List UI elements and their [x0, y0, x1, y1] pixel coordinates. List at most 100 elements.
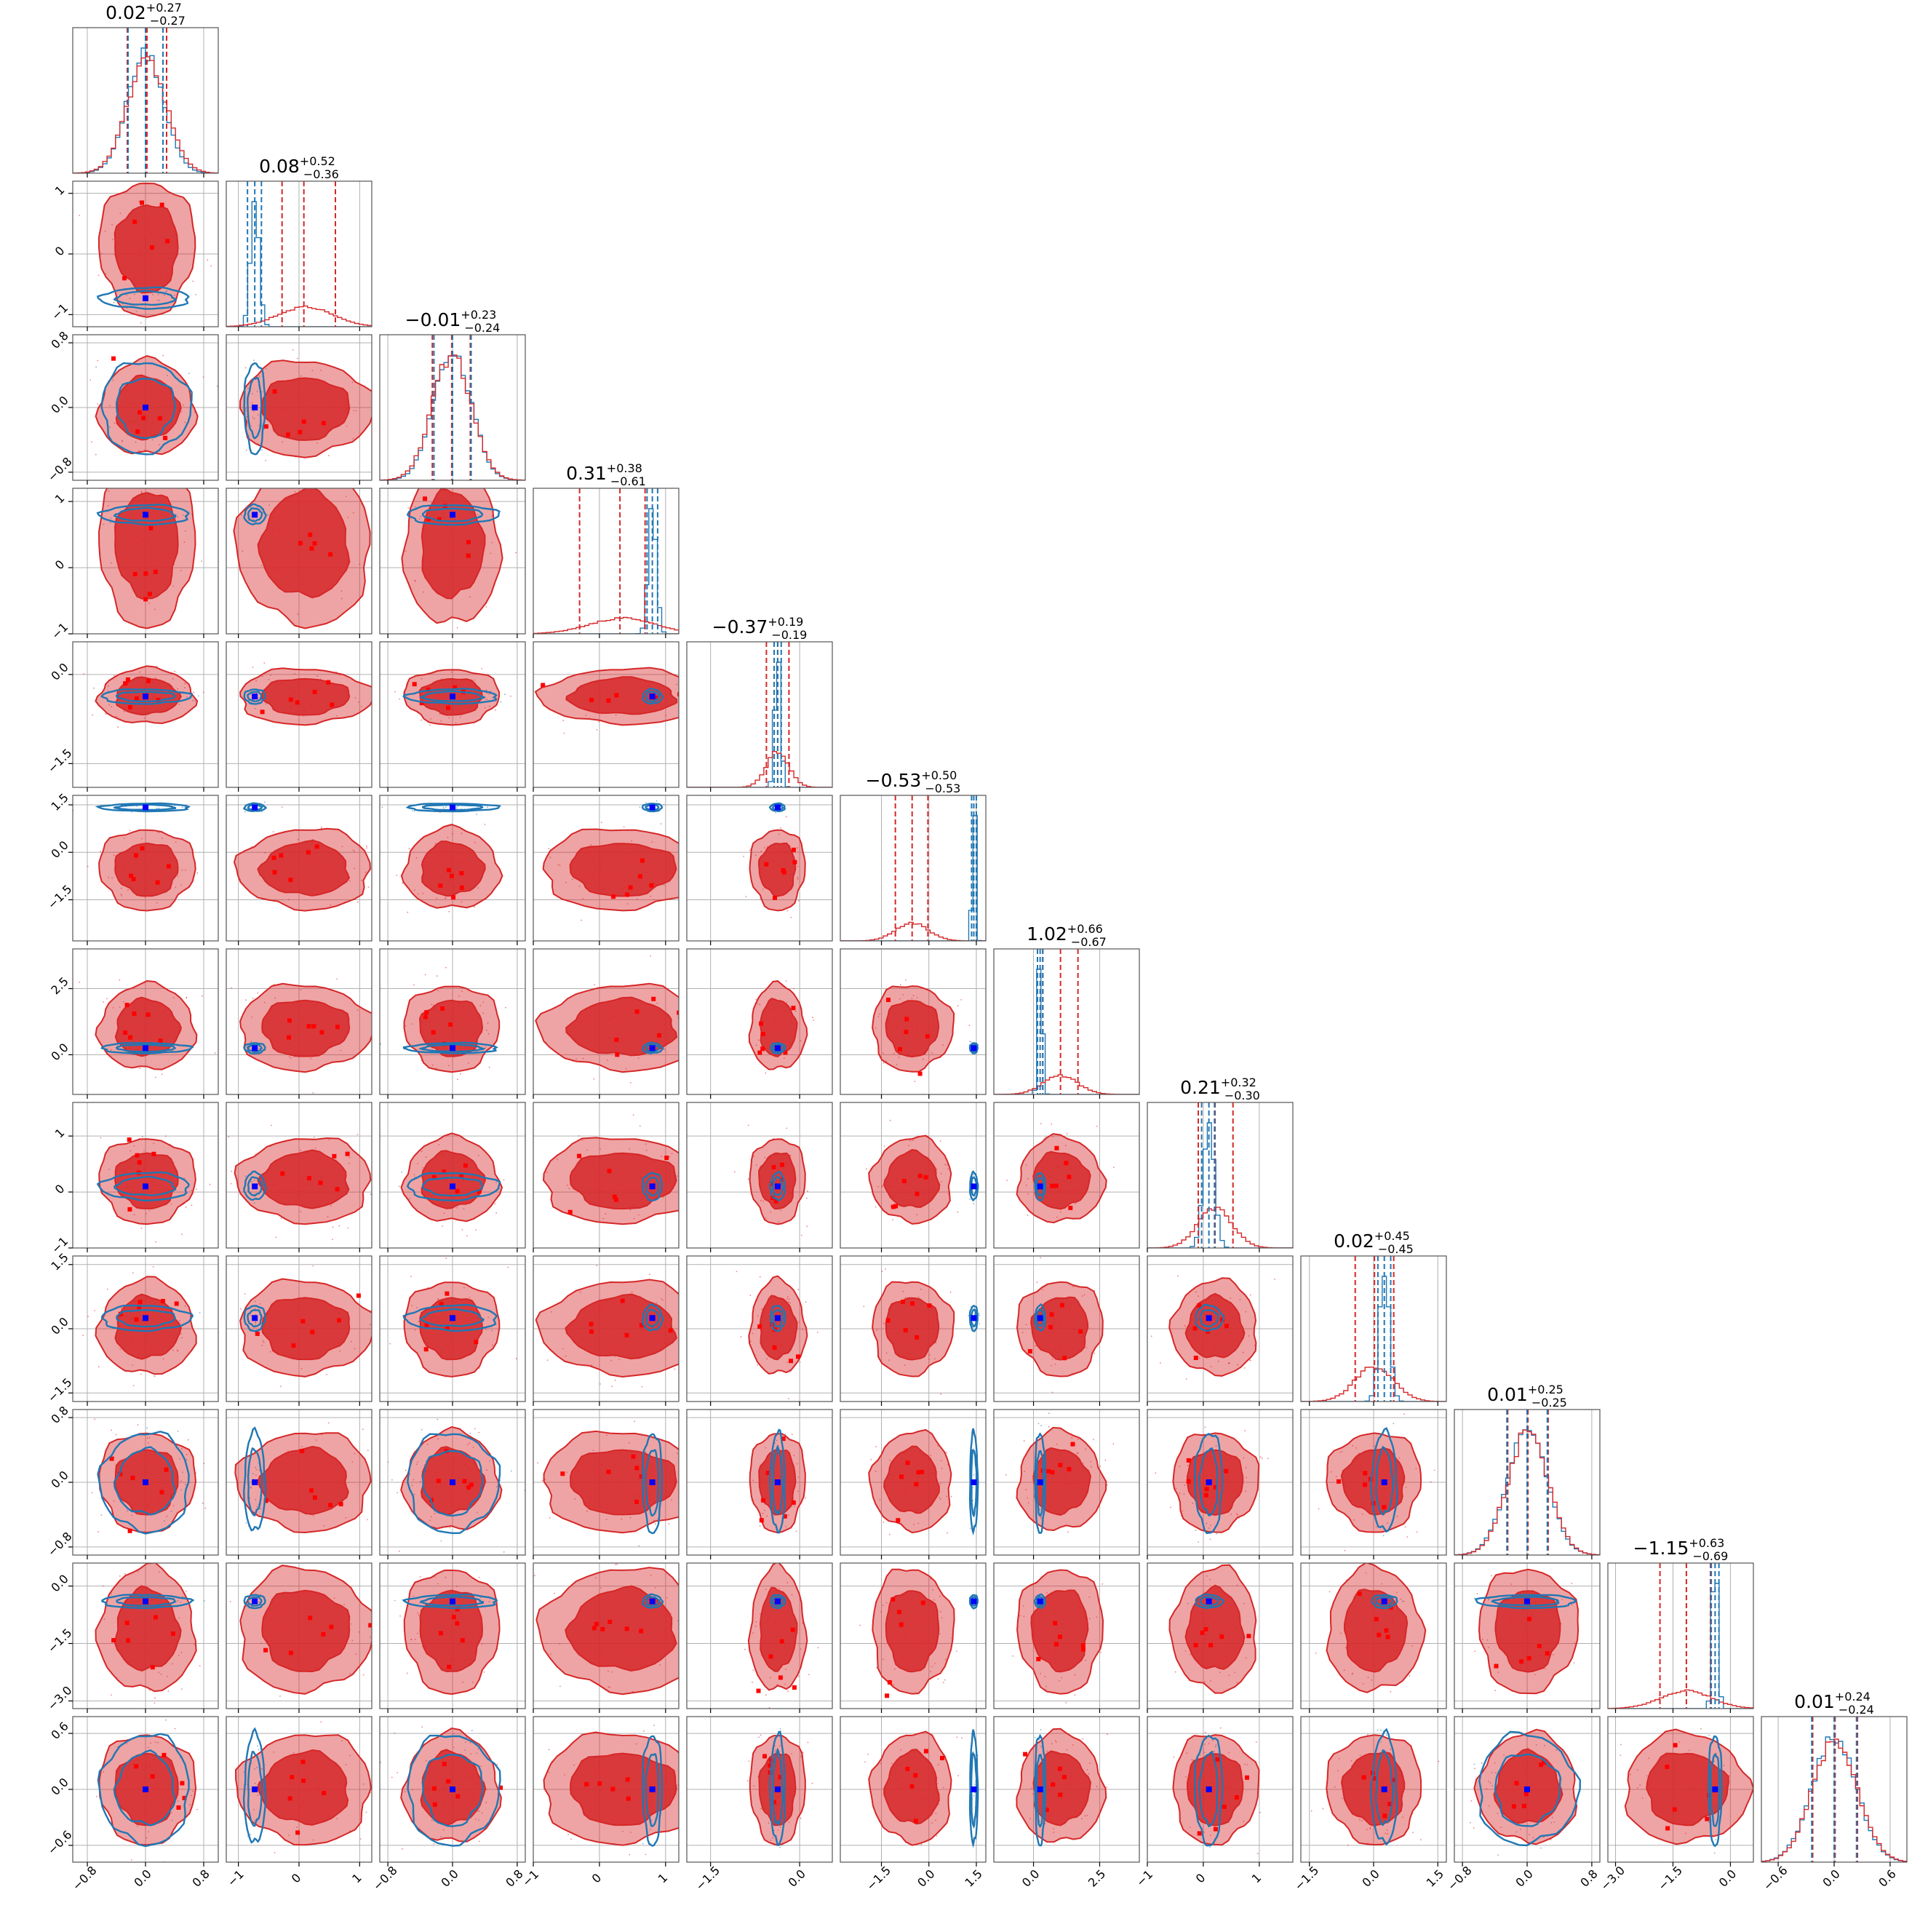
sample-point-a — [79, 215, 80, 216]
sample-point-a — [700, 1039, 701, 1041]
sample-point-a — [313, 477, 314, 478]
sample-point-a — [141, 1228, 143, 1229]
sample-point-b — [1383, 1535, 1385, 1536]
sample-point-a — [688, 1593, 690, 1594]
sample-point-a — [1024, 1440, 1025, 1442]
panel-title: 1.02+0.66−0.67 — [1027, 922, 1107, 949]
sample-point-a — [1051, 1124, 1052, 1125]
marker-a — [424, 1347, 429, 1351]
marker-a — [148, 592, 152, 596]
sample-point-a — [1267, 1458, 1269, 1459]
sample-point-b — [458, 806, 459, 808]
sample-point-a — [875, 1206, 877, 1208]
sample-point-a — [813, 1019, 815, 1021]
sample-point-a — [478, 1432, 479, 1434]
sample-point-a — [220, 1205, 222, 1206]
contour-panel — [1147, 1546, 1293, 1713]
sample-point-a — [680, 875, 682, 877]
sample-point-a — [1040, 1257, 1041, 1258]
sample-point-a — [938, 1678, 939, 1679]
sample-point-a — [745, 896, 746, 897]
marker-a — [1205, 1487, 1209, 1491]
panel-title: 0.01+0.25−0.25 — [1487, 1383, 1567, 1410]
sample-point-a — [131, 330, 132, 331]
sample-point-b — [443, 807, 445, 808]
sample-point-a — [765, 1694, 767, 1696]
sample-point-a — [744, 1649, 746, 1650]
sample-point-a — [407, 912, 408, 913]
marker-a — [289, 1650, 293, 1655]
marker-a — [447, 868, 451, 872]
marker-a — [448, 1022, 453, 1027]
sample-point-a — [460, 1073, 461, 1075]
sample-point-b — [1393, 1423, 1394, 1424]
marker-a — [896, 1518, 900, 1522]
contour-panel — [380, 949, 525, 1099]
sample-point-a — [1052, 1392, 1053, 1394]
marker-a — [300, 1319, 305, 1324]
sample-point-a — [375, 849, 376, 851]
marker-a — [924, 1175, 928, 1180]
sample-point-a — [883, 1522, 884, 1523]
marker-a — [330, 703, 334, 707]
sample-point-a — [503, 1557, 504, 1559]
marker-a — [757, 1324, 762, 1329]
sample-point-a — [413, 985, 415, 986]
contour-panel — [687, 949, 832, 1099]
marker-a — [122, 276, 127, 280]
marker-b — [252, 1599, 258, 1605]
contour-panel — [380, 1102, 525, 1252]
marker-a — [589, 1322, 594, 1327]
marker-a — [138, 1160, 142, 1164]
sample-point-a — [362, 1428, 364, 1430]
marker-a — [337, 1318, 341, 1322]
sample-point-a — [503, 1180, 505, 1181]
marker-a — [594, 1622, 599, 1626]
marker-a — [1050, 1184, 1054, 1188]
sample-point-a — [356, 1134, 358, 1135]
sample-point-a — [79, 982, 80, 983]
sample-point-a — [92, 1492, 93, 1494]
sample-point-a — [797, 1289, 799, 1290]
sample-point-a — [537, 1463, 538, 1464]
sample-point-b — [437, 1419, 438, 1420]
marker-a — [302, 419, 306, 424]
marker-a — [452, 1615, 456, 1619]
sample-point-a — [743, 856, 744, 857]
sample-point-a — [1102, 1583, 1103, 1585]
marker-a — [451, 895, 455, 899]
sample-point-a — [196, 1189, 197, 1190]
sample-point-a — [347, 1228, 348, 1229]
marker-b — [1037, 1479, 1043, 1485]
sample-point-a — [630, 1082, 632, 1084]
marker-b — [775, 1479, 781, 1485]
y-tick-label: 1 — [52, 491, 68, 506]
y-tick-label: 0.0 — [48, 1041, 71, 1063]
sample-point-a — [386, 531, 388, 533]
contour-panel — [220, 1102, 372, 1252]
sample-point-b — [204, 1600, 205, 1602]
sample-point-a — [103, 1586, 104, 1587]
marker-a — [625, 1333, 629, 1337]
sample-point-a — [429, 725, 431, 726]
sample-point-a — [748, 1178, 749, 1180]
sample-point-b — [640, 806, 641, 808]
marker-a — [310, 1330, 314, 1335]
panel-title: 0.08+0.52−0.36 — [259, 154, 339, 181]
marker-a — [789, 1359, 793, 1363]
marker-b — [143, 1479, 148, 1485]
sample-point-a — [210, 266, 212, 267]
sample-point-b — [775, 812, 776, 814]
sample-point-a — [191, 1205, 193, 1206]
sample-point-b — [195, 294, 196, 295]
sample-point-a — [389, 1343, 391, 1345]
sample-point-a — [598, 721, 599, 723]
marker-a — [757, 1051, 762, 1055]
histogram-series-a — [840, 923, 986, 942]
sample-point-a — [461, 1712, 463, 1714]
y-tick-label: 1.5 — [48, 790, 71, 813]
marker-a — [134, 854, 138, 858]
marker-a — [123, 681, 127, 685]
sample-point-a — [510, 696, 511, 697]
sample-point-a — [450, 1527, 451, 1529]
